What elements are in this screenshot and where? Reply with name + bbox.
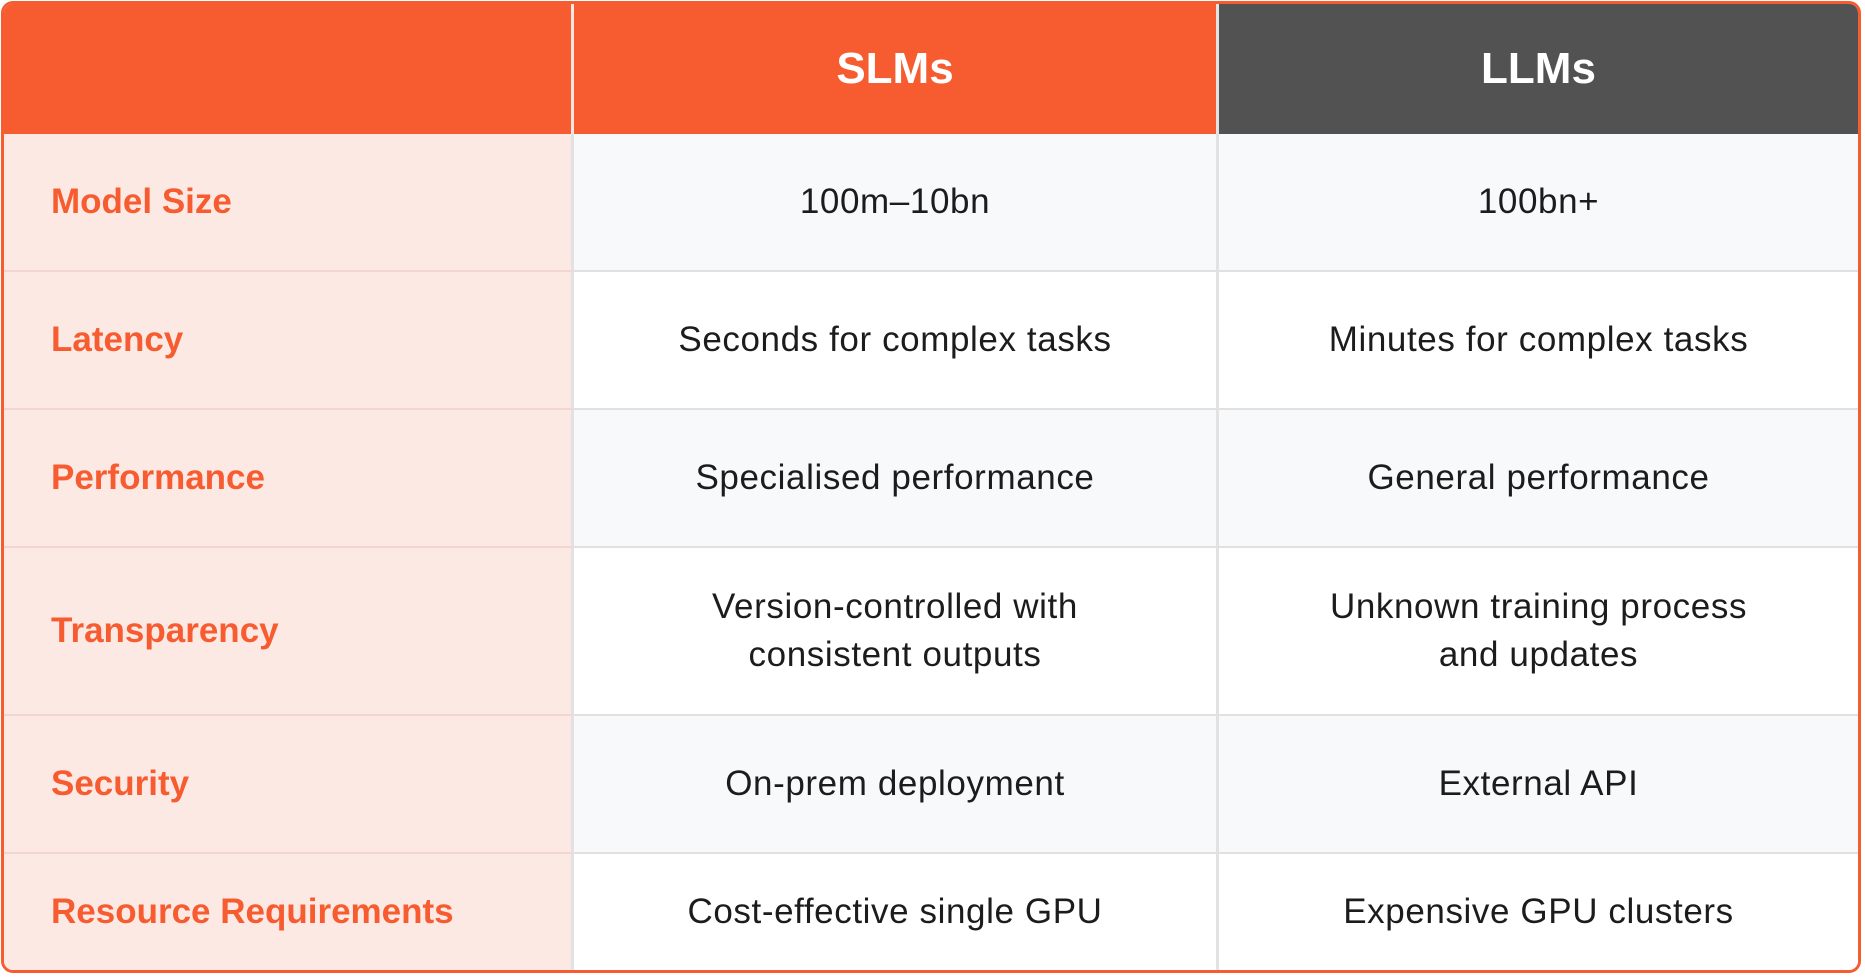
row-label-model-size: Model Size <box>4 134 574 272</box>
column-header-llms: LLMs <box>1219 4 1858 134</box>
llm-value-resource-requirements: Expensive GPU clusters <box>1219 854 1858 970</box>
llm-value-model-size: 100bn+ <box>1219 134 1858 272</box>
slm-transparency-text: Version-controlled with consistent outpu… <box>712 587 1078 674</box>
row-label-security: Security <box>4 716 574 854</box>
row-label-resource-requirements: Resource Requirements <box>4 854 574 970</box>
slm-value-transparency: Version-controlled with consistent outpu… <box>574 548 1219 716</box>
column-header-slms: SLMs <box>574 4 1219 134</box>
llm-value-transparency: Unknown training process and updates <box>1219 548 1858 716</box>
slm-value-latency: Seconds for complex tasks <box>574 272 1219 410</box>
llm-transparency-text: Unknown training process and updates <box>1329 587 1748 674</box>
llm-value-latency: Minutes for complex tasks <box>1219 272 1858 410</box>
row-label-latency: Latency <box>4 272 574 410</box>
slm-value-security: On-prem deployment <box>574 716 1219 854</box>
comparison-grid: SLMs LLMs Model Size 100m–10bn 100bn+ La… <box>4 4 1858 970</box>
row-label-performance: Performance <box>4 410 574 548</box>
row-label-transparency: Transparency <box>4 548 574 716</box>
slm-value-model-size: 100m–10bn <box>574 134 1219 272</box>
slm-value-performance: Specialised performance <box>574 410 1219 548</box>
llm-value-performance: General performance <box>1219 410 1858 548</box>
llm-value-security: External API <box>1219 716 1858 854</box>
slm-value-resource-requirements: Cost-effective single GPU <box>574 854 1219 970</box>
header-corner <box>4 4 574 134</box>
